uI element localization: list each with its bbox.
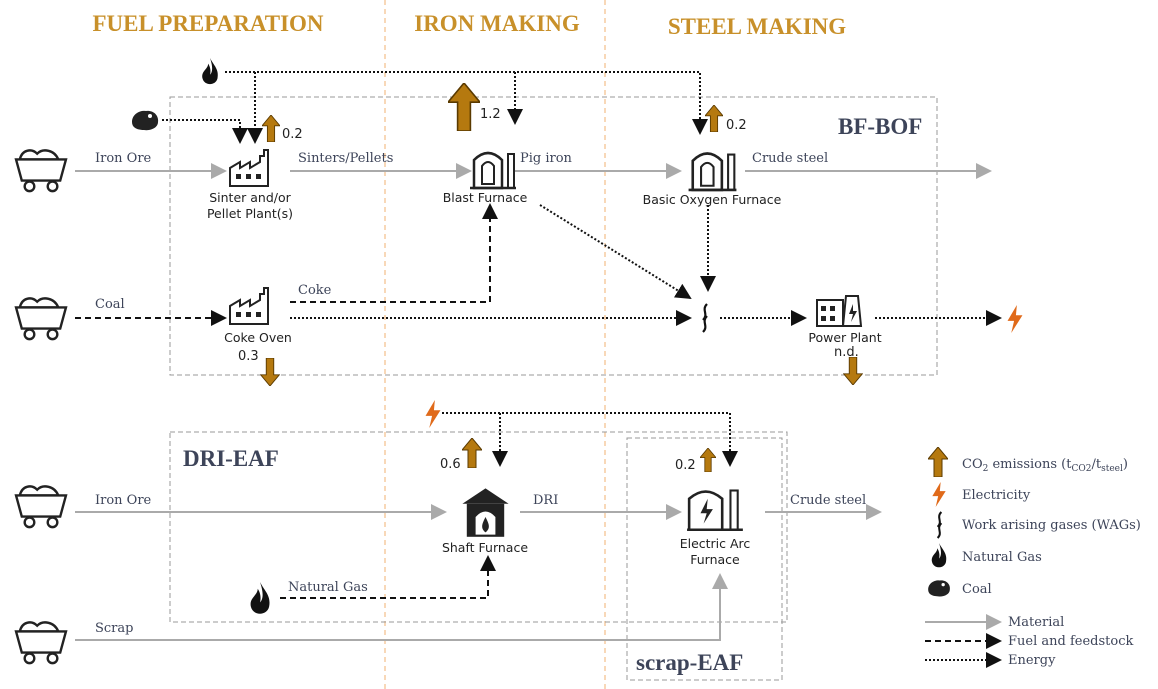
emission-label: 0.3: [238, 349, 259, 364]
emission-label: 0.6: [440, 457, 461, 472]
legend-label: Natural Gas: [962, 550, 1042, 565]
natural-gas-icon: [250, 582, 270, 614]
legend-icon: [936, 511, 943, 539]
node-label: Power Plant: [808, 330, 881, 345]
cart-icon: [14, 149, 68, 193]
node-label: Shaft Furnace: [442, 540, 528, 555]
flow-label: Iron Ore: [95, 151, 152, 166]
route-box: [169, 431, 788, 623]
legend-label: Energy: [1008, 653, 1056, 668]
flow-label: Coal: [95, 297, 125, 312]
flow-label: Pig iron: [520, 151, 573, 166]
node-icon: [687, 152, 738, 192]
flow-label: DRI: [533, 493, 558, 508]
node-icon: [816, 295, 862, 327]
co2-arrow: [448, 83, 480, 131]
flow-label: Sinters/Pellets: [298, 151, 393, 166]
cart-icon: [14, 485, 68, 529]
node-icon: [229, 287, 269, 325]
flow-label: Natural Gas: [288, 580, 368, 595]
flow-label: Crude steel: [752, 151, 828, 166]
co2-arrow: [705, 105, 723, 132]
legend-icon: [931, 543, 947, 568]
emission-label: 0.2: [726, 118, 747, 133]
route-label: DRI-EAF: [183, 446, 279, 471]
route-label: BF-BOF: [838, 114, 922, 139]
legend: CO2 emissions (tCO2/tsteel) Electricity …: [925, 447, 1141, 668]
section-header: STEEL MAKING: [668, 14, 846, 39]
wag-icon: [701, 303, 709, 333]
route-box: [626, 437, 783, 681]
emission-label: 0.2: [282, 127, 303, 142]
legend-label: CO2 emissions (tCO2/tsteel): [962, 457, 1128, 474]
flow-label: Iron Ore: [95, 493, 152, 508]
node-label: Coke Oven: [224, 330, 292, 345]
flows: [75, 71, 1002, 641]
section-header: IRON MAKING: [414, 11, 580, 36]
node-label: Pellet Plant(s): [207, 206, 293, 221]
flow-label: Scrap: [95, 621, 133, 636]
flow-label: Crude steel: [790, 493, 866, 508]
route-label: scrap-EAF: [636, 650, 743, 675]
node-icon: [462, 488, 509, 537]
cart-icon: [14, 297, 68, 341]
node-label: Basic Oxygen Furnace: [643, 192, 782, 207]
node-label: Sinter and/or: [209, 190, 291, 205]
coal-icon: [132, 110, 159, 131]
node-icon: [468, 151, 518, 190]
electricity-icon: [1007, 305, 1023, 333]
legend-label: Work arising gases (WAGs): [962, 518, 1141, 533]
natural-gas-icon: [202, 58, 218, 85]
emission-label: 0.2: [675, 458, 696, 473]
node-icon: [229, 149, 269, 187]
legend-label: Fuel and feedstock: [1008, 634, 1133, 649]
node-label: Furnace: [690, 552, 740, 567]
legend-icon: [928, 447, 948, 477]
co2-arrow: [843, 357, 863, 385]
flow-label: Coke: [298, 283, 332, 298]
legend-icon: [928, 580, 950, 597]
legend-label: Material: [1008, 615, 1064, 630]
node-label: Blast Furnace: [443, 190, 528, 205]
emission-label: 1.2: [480, 107, 501, 122]
cart-icon: [14, 621, 68, 665]
legend-label: Coal: [962, 582, 992, 597]
co2-arrow: [462, 438, 482, 468]
legend-label: Electricity: [962, 488, 1031, 503]
node-icon: [685, 489, 745, 532]
co2-arrow: [260, 358, 280, 386]
route-box: [169, 96, 938, 376]
emission-label: n.d.: [834, 345, 859, 360]
section-header: FUEL PREPARATION: [92, 11, 323, 36]
legend-icon: [932, 482, 946, 507]
node-label: Electric Arc: [680, 536, 751, 551]
electricity-icon: [425, 400, 441, 428]
co2-arrow: [700, 448, 716, 472]
co2-arrow: [262, 115, 280, 142]
